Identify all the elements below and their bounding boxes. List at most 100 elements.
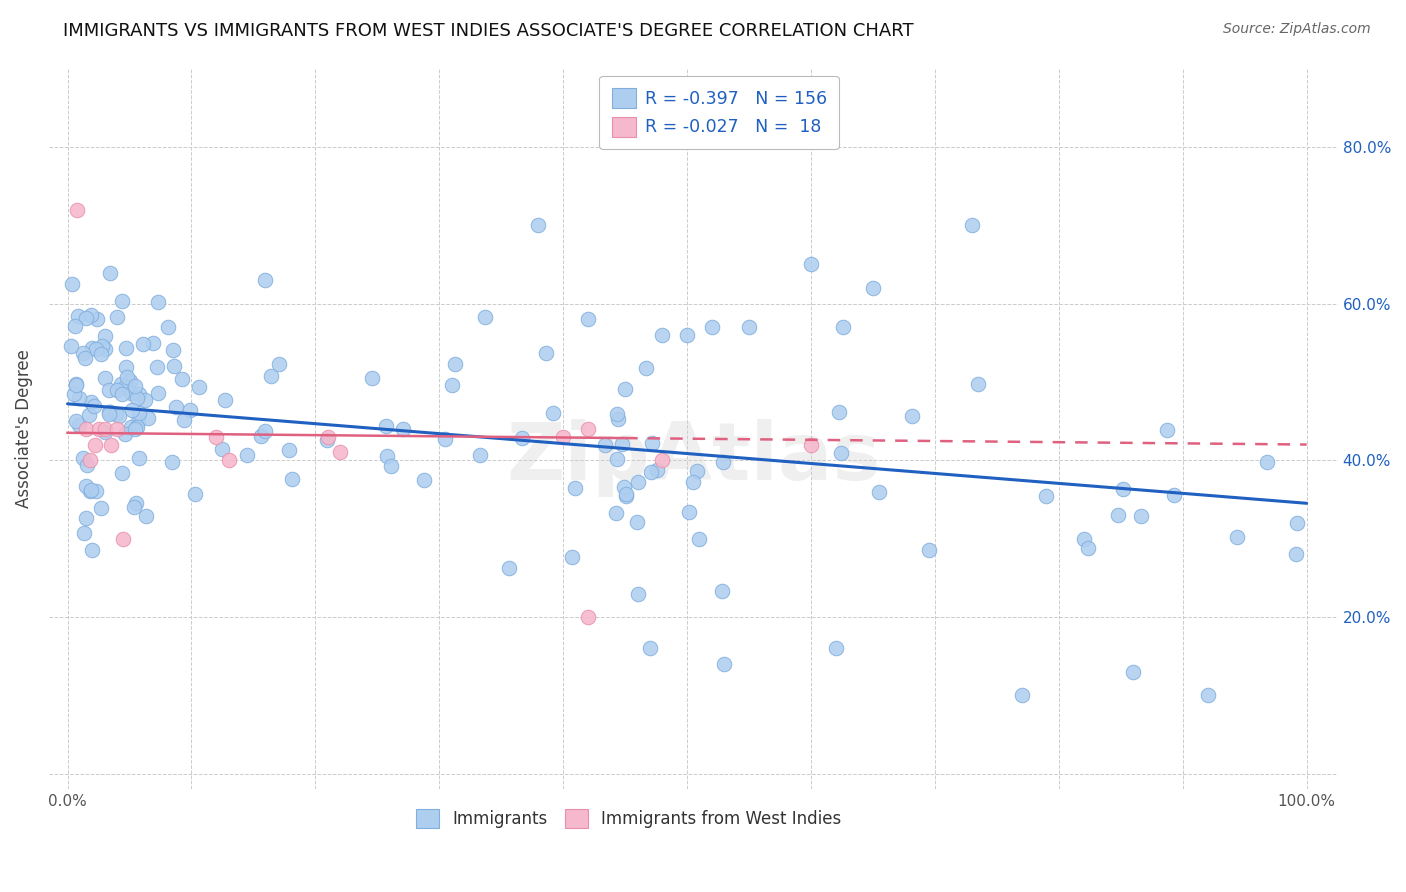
Point <box>711 583 734 598</box>
Point <box>375 419 398 434</box>
Point <box>120 420 142 434</box>
Point <box>135 509 157 524</box>
Point <box>98 404 121 418</box>
Point <box>267 357 290 371</box>
Point <box>1073 532 1095 546</box>
Point <box>380 459 402 474</box>
Point <box>800 437 823 451</box>
Point <box>967 376 990 391</box>
Point <box>118 374 141 388</box>
Point <box>651 453 673 467</box>
Point <box>146 294 169 309</box>
Point <box>75 479 97 493</box>
Point <box>60 339 83 353</box>
Point <box>160 455 183 469</box>
Point <box>645 463 668 477</box>
Point <box>100 437 122 451</box>
Point <box>1163 488 1185 502</box>
Point <box>67 309 90 323</box>
Point <box>1256 455 1278 469</box>
Point <box>125 496 148 510</box>
Point <box>115 370 138 384</box>
Point <box>534 345 557 359</box>
Point <box>606 407 628 421</box>
Point <box>75 310 97 325</box>
Point <box>541 405 564 419</box>
Point <box>138 411 160 425</box>
Point <box>75 422 97 436</box>
Point <box>73 525 96 540</box>
Point <box>65 378 87 392</box>
Point <box>1226 530 1249 544</box>
Point <box>626 515 648 529</box>
Point <box>125 391 148 405</box>
Point <box>72 346 94 360</box>
Point <box>960 218 983 232</box>
Text: Source: ZipAtlas.com: Source: ZipAtlas.com <box>1223 22 1371 37</box>
Point <box>607 412 630 426</box>
Point <box>1285 547 1308 561</box>
Point <box>738 320 761 334</box>
Point <box>1156 423 1178 437</box>
Point <box>67 391 90 405</box>
Point <box>260 369 283 384</box>
Point <box>676 327 699 342</box>
Point <box>236 448 259 462</box>
Legend: Immigrants, Immigrants from West Indies: Immigrants, Immigrants from West Indies <box>409 803 848 835</box>
Point <box>82 341 104 355</box>
Point <box>72 450 94 465</box>
Point <box>711 455 734 469</box>
Point <box>124 378 146 392</box>
Point <box>277 443 299 458</box>
Point <box>1197 688 1219 702</box>
Point <box>111 466 134 480</box>
Point <box>1011 688 1033 702</box>
Point <box>142 335 165 350</box>
Point <box>163 359 186 374</box>
Point <box>114 380 136 394</box>
Point <box>828 405 851 419</box>
Point <box>114 426 136 441</box>
Point <box>1035 489 1057 503</box>
Point <box>97 383 120 397</box>
Point <box>824 641 846 656</box>
Point <box>1107 508 1129 522</box>
Point <box>128 387 150 401</box>
Point <box>576 312 599 326</box>
Point <box>651 327 673 342</box>
Point <box>800 257 823 271</box>
Point <box>157 320 180 334</box>
Point <box>553 430 575 444</box>
Point <box>93 422 115 436</box>
Point <box>63 318 86 333</box>
Point <box>79 483 101 498</box>
Point <box>214 393 236 408</box>
Point <box>80 308 103 322</box>
Point <box>145 360 167 375</box>
Point <box>128 451 150 466</box>
Point <box>121 402 143 417</box>
Point <box>162 343 184 357</box>
Point <box>76 510 98 524</box>
Point <box>121 385 143 400</box>
Point <box>65 414 87 428</box>
Point <box>830 446 852 460</box>
Point <box>315 434 337 448</box>
Point <box>205 430 228 444</box>
Point <box>127 414 149 428</box>
Point <box>900 409 922 424</box>
Point <box>112 532 135 546</box>
Point <box>75 351 97 366</box>
Point <box>84 484 107 499</box>
Point <box>83 400 105 414</box>
Point <box>713 657 735 671</box>
Point <box>614 487 637 501</box>
Point <box>918 543 941 558</box>
Point <box>627 587 650 601</box>
Point <box>1112 482 1135 496</box>
Point <box>686 465 709 479</box>
Point <box>80 542 103 557</box>
Point <box>868 484 890 499</box>
Point <box>60 277 83 291</box>
Point <box>474 310 496 324</box>
